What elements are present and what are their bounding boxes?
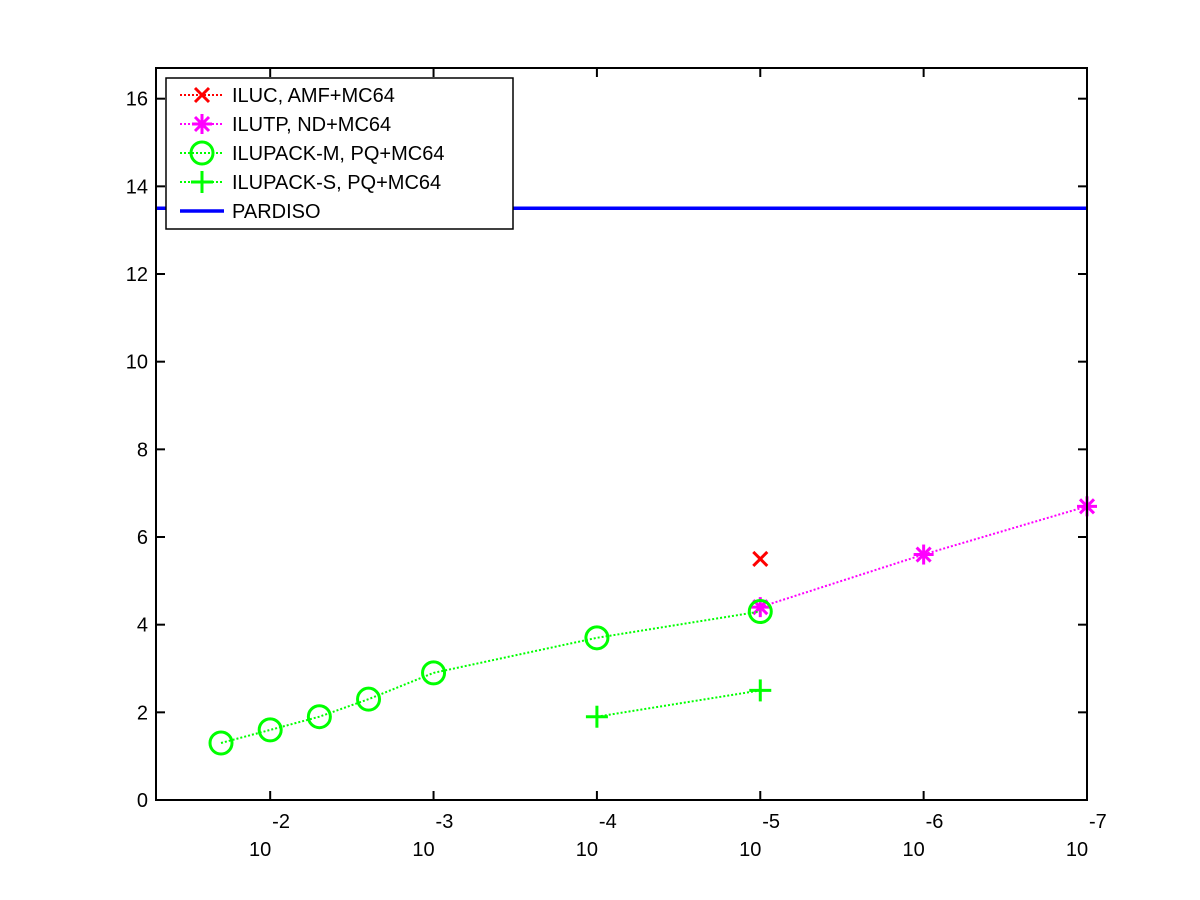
y-tick-label: 4 [137, 615, 148, 637]
legend-item: PARDISO [180, 201, 321, 223]
x-tick-label-exponent: -7 [1089, 811, 1107, 833]
data-point [752, 550, 769, 567]
data-point [257, 717, 283, 743]
x-tick-label-exponent: -4 [599, 811, 617, 833]
data-point [585, 705, 608, 728]
marker-stroke [193, 86, 211, 104]
data-point [421, 660, 447, 686]
data-point [747, 599, 773, 625]
series-2 [208, 599, 773, 756]
x-tick-label-base: 10 [576, 839, 598, 861]
data-point [356, 686, 382, 712]
legend-box [165, 77, 514, 230]
y-tick-label: 12 [126, 264, 148, 286]
legend-item: ILUC, AMF+MC64 [180, 85, 395, 107]
x-tick-label-exponent: -2 [272, 811, 290, 833]
legend-item: ILUTP, ND+MC64 [180, 114, 391, 136]
y-tick-label: 0 [137, 790, 148, 812]
x-tick-label-base: 10 [412, 839, 434, 861]
x-tick-label-exponent: -5 [762, 811, 780, 833]
x-tick-label-base: 10 [1066, 839, 1088, 861]
data-point [306, 704, 332, 730]
series-line [759, 505, 1088, 609]
data-point [913, 544, 934, 565]
series-line [596, 689, 761, 718]
series-1 [750, 496, 1097, 618]
series-layer [156, 206, 1097, 756]
marker-stroke [193, 115, 211, 133]
y-tick-label: 2 [137, 702, 148, 724]
legend-marker [193, 86, 211, 104]
legend-label: ILUTP, ND+MC64 [232, 114, 391, 136]
data-point [208, 730, 234, 756]
x-tick-label-base: 10 [249, 839, 271, 861]
marker-stroke [915, 546, 932, 563]
legend-label: ILUPACK-M, PQ+MC64 [232, 143, 444, 165]
legend: ILUC, AMF+MC64 ILUTP, ND+MC64 ILUPACK-M, P… [165, 77, 514, 230]
legend-label: ILUC, AMF+MC64 [232, 85, 395, 107]
series-0 [752, 550, 769, 567]
x-tick-label-base: 10 [903, 839, 925, 861]
y-tick-label: 10 [126, 352, 148, 374]
y-tick-label: 6 [137, 527, 148, 549]
y-tick-label: 8 [137, 439, 148, 461]
y-tick-label: 14 [126, 176, 148, 198]
series-3 [585, 679, 772, 728]
series-line [220, 610, 761, 744]
x-tick-label-base: 10 [739, 839, 761, 861]
legend-item: ILUPACK-M, PQ+MC64 [180, 140, 444, 166]
data-point [584, 625, 610, 651]
plot-frame [155, 67, 1088, 801]
y-tick-label: 16 [126, 89, 148, 111]
legend-marker [192, 114, 212, 134]
x-tick-label-exponent: -3 [436, 811, 454, 833]
legend-label: ILUPACK-S, PQ+MC64 [232, 172, 441, 194]
legend-item: ILUPACK-S, PQ+MC64 [180, 171, 441, 194]
legend-label: PARDISO [232, 201, 321, 223]
legend-marker [191, 171, 213, 193]
marker-stroke [752, 550, 769, 567]
legend-marker [189, 140, 215, 166]
data-point [749, 679, 772, 702]
x-tick-label-exponent: -6 [926, 811, 944, 833]
